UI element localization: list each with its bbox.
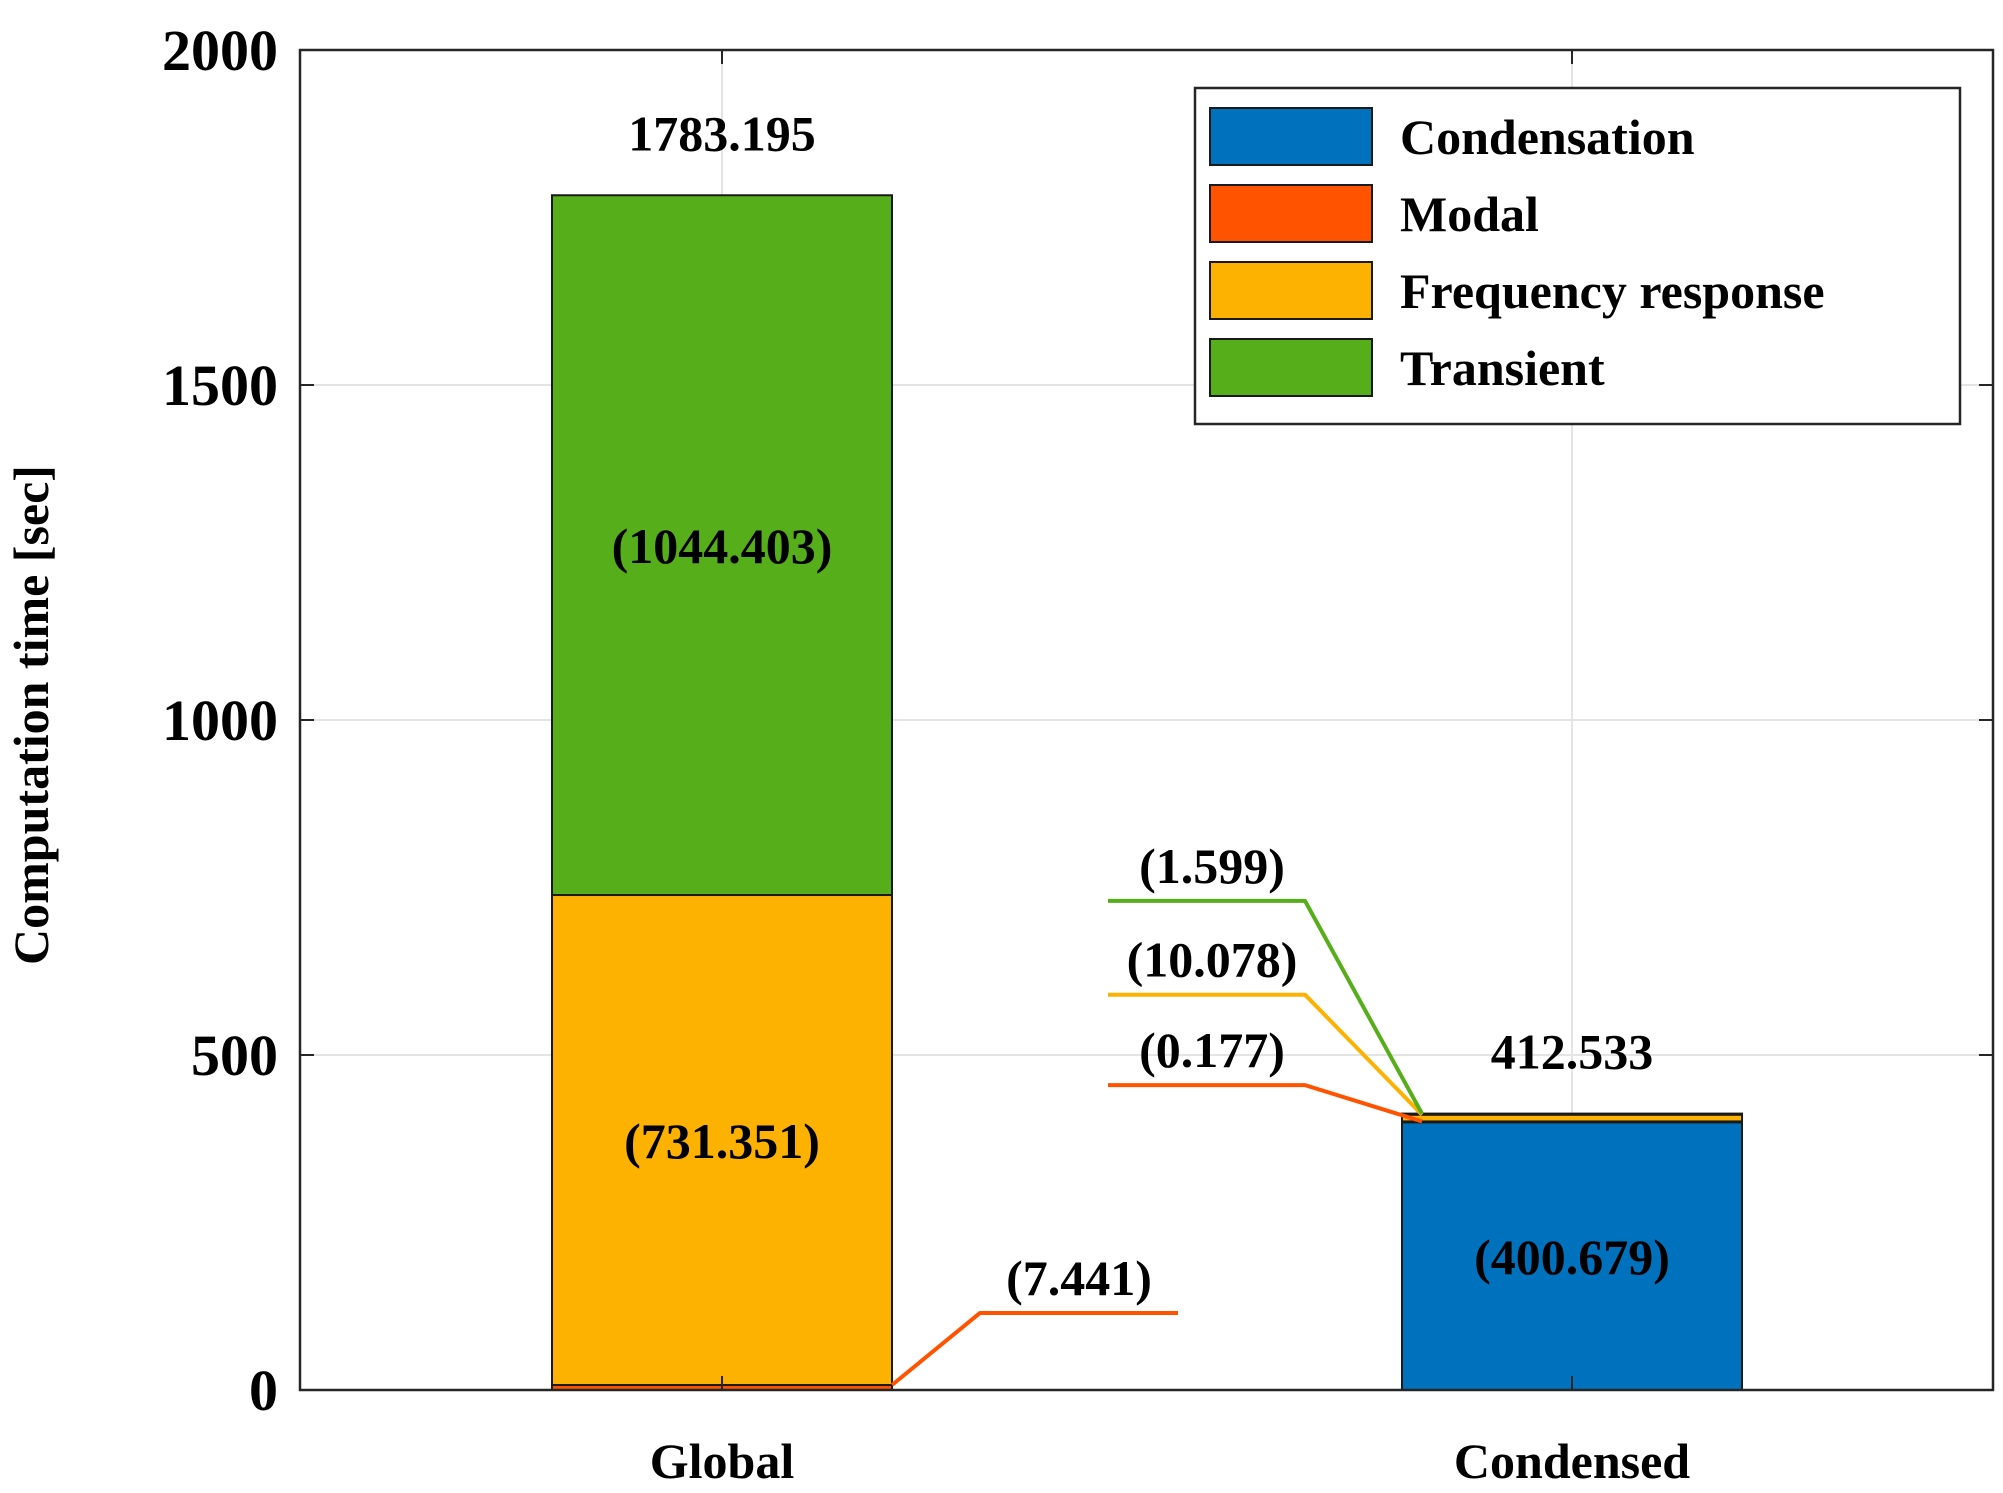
legend-swatch-condensation	[1209, 107, 1373, 166]
legend-swatch-frequency-response	[1209, 261, 1373, 320]
segment-label: (731.351)	[624, 1113, 820, 1169]
bar-global-transient	[551, 194, 893, 897]
legend-label: Frequency response	[1400, 263, 1825, 319]
bar-condensed-transient	[1401, 1112, 1743, 1116]
bar-condensed-condensation	[1401, 1120, 1743, 1391]
legend: Condensation Modal Frequency response Trans…	[1193, 86, 1962, 426]
callout-line-modal	[890, 1310, 1178, 1387]
y-tick-label: 0	[249, 1358, 278, 1423]
y-axis-title: Computation time [sec]	[3, 465, 59, 965]
segment-label: (400.679)	[1474, 1229, 1670, 1285]
segment-label: (1044.403)	[612, 518, 833, 574]
callout-label: (7.441)	[1006, 1250, 1152, 1306]
callout-label: (10.078)	[1127, 932, 1298, 988]
legend-swatch-transient	[1209, 338, 1373, 397]
total-label: 412.533	[1491, 1024, 1654, 1080]
callout-label: (1.599)	[1139, 838, 1285, 894]
labels-layer: 0 500 1000 1500 2000 Global Condensed 1783.195 4…	[162, 18, 1690, 1489]
y-tick-label: 500	[191, 1023, 278, 1088]
legend-label: Transient	[1400, 340, 1605, 396]
x-tick-label: Condensed	[1454, 1433, 1690, 1489]
callout-line-transient	[1108, 898, 1424, 1115]
bar-condensed-frequency-response	[1401, 1113, 1743, 1123]
callout-label: (0.177)	[1139, 1022, 1285, 1078]
legend-label: Condensation	[1400, 109, 1695, 165]
x-tick-label: Global	[650, 1433, 795, 1489]
callout-layer	[890, 898, 1424, 1387]
callout-line-frequency-response	[1108, 992, 1424, 1117]
bars-layer	[551, 194, 1743, 1391]
legend-label: Modal	[1400, 186, 1539, 242]
y-tick-label: 1000	[162, 688, 278, 753]
legend-swatch-modal	[1209, 184, 1373, 243]
y-tick-label: 2000	[162, 18, 278, 83]
callout-line-modal	[1108, 1083, 1423, 1124]
axes-layer	[298, 48, 1995, 1392]
y-tick-label: 1500	[162, 353, 278, 418]
total-label: 1783.195	[628, 105, 816, 161]
